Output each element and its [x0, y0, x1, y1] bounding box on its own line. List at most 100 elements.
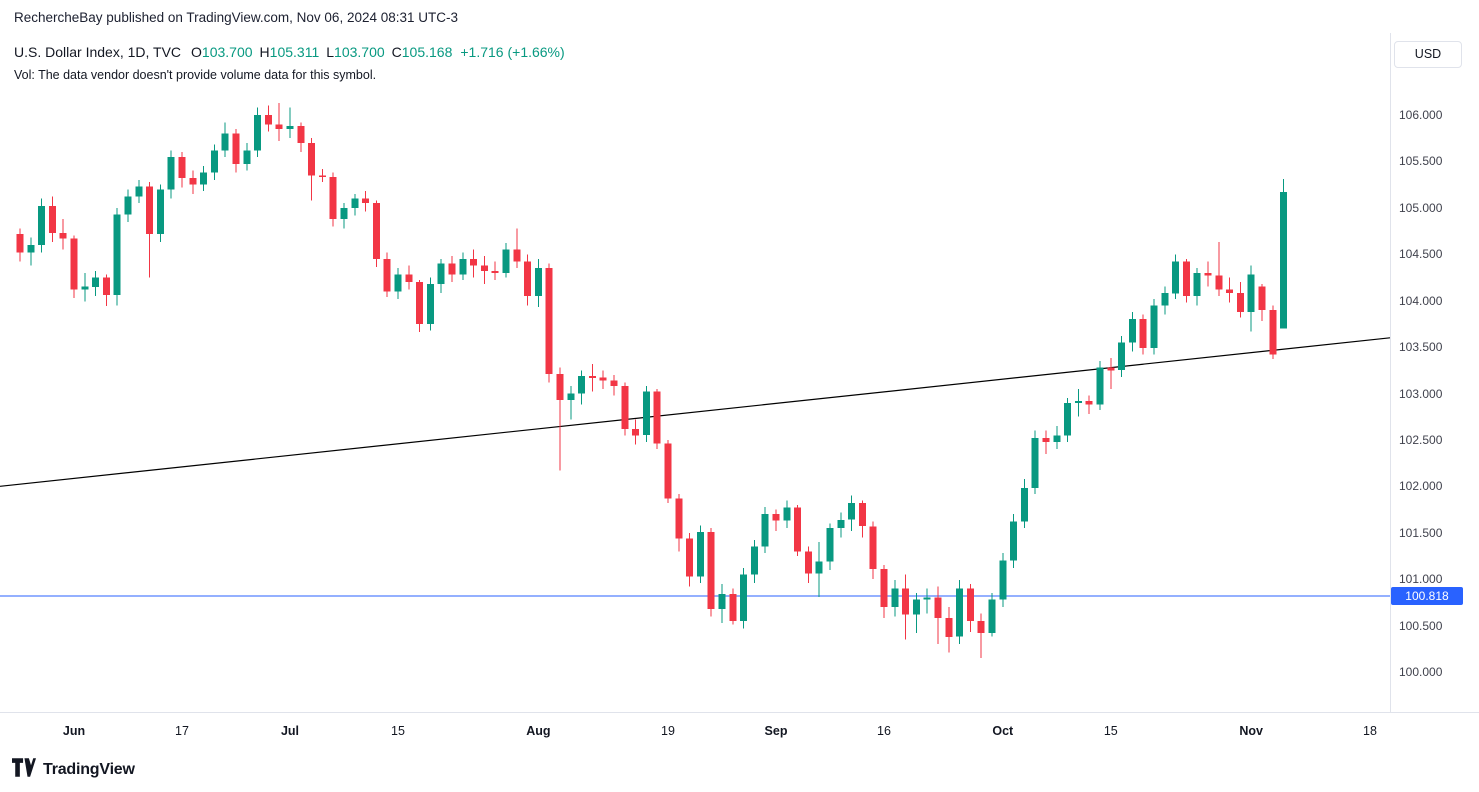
candle	[729, 594, 737, 621]
time-axis[interactable]: Jun 17 Jul 15 Aug 19 Sep 16 Oct 15 Nov 18	[0, 712, 1479, 747]
candle	[804, 551, 812, 574]
candle	[707, 531, 715, 609]
candle	[416, 282, 424, 324]
candle	[1247, 274, 1255, 312]
candle	[27, 245, 35, 253]
candle	[1042, 438, 1050, 442]
candle	[696, 531, 704, 577]
candle	[761, 514, 769, 547]
candle	[1096, 367, 1104, 405]
candle	[318, 175, 326, 178]
candlestick-chart[interactable]	[0, 33, 1390, 712]
candle	[426, 284, 434, 324]
candle	[1150, 305, 1158, 348]
candle	[988, 599, 996, 633]
candle	[1215, 275, 1223, 290]
chart-area: U.S. Dollar Index, 1D, TVC O103.700 H105.3…	[0, 33, 1479, 747]
candle	[934, 597, 942, 619]
currency-button[interactable]: USD	[1394, 41, 1462, 68]
price-line-value-badge: 100.818	[1391, 587, 1463, 606]
tradingview-attribution[interactable]: TradingView	[12, 758, 135, 782]
candle	[16, 233, 24, 253]
candle	[815, 561, 823, 574]
candle	[588, 375, 596, 378]
candle	[470, 258, 478, 266]
candle	[491, 271, 499, 273]
time-axis-label: 18	[1363, 724, 1377, 738]
candle	[599, 377, 607, 381]
tradingview-logo	[12, 758, 36, 782]
candle	[1236, 293, 1244, 312]
price-axis[interactable]: USD 100.818 106.000 105.500 105.000 104.500…	[1390, 33, 1479, 712]
price-axis-label: 102.500	[1399, 432, 1443, 447]
candle	[286, 126, 294, 129]
price-axis-label: 100.000	[1399, 665, 1443, 679]
candle	[578, 375, 586, 394]
candle	[1085, 400, 1093, 405]
candle	[1161, 293, 1169, 306]
published-line: RechercheBay published on TradingView.co…	[14, 10, 459, 25]
time-axis-label: Sep	[764, 724, 788, 738]
candle	[1182, 261, 1190, 296]
candle	[718, 594, 726, 609]
candle	[999, 560, 1007, 600]
candle	[945, 618, 953, 637]
tradingview-wordmark: TradingView	[43, 761, 135, 778]
candle	[394, 274, 402, 292]
candle	[502, 249, 510, 273]
candle	[81, 286, 89, 290]
candle	[102, 277, 110, 296]
candle	[178, 156, 186, 179]
candle	[1280, 192, 1288, 329]
candle	[1193, 272, 1201, 296]
candle	[923, 597, 931, 600]
price-axis-label: 106.000	[1399, 108, 1443, 122]
time-axis-label: 15	[1103, 724, 1118, 738]
price-axis-label: 101.500	[1399, 525, 1443, 540]
candle	[1226, 289, 1234, 294]
candle	[372, 203, 380, 259]
candle	[740, 574, 748, 621]
candle	[1031, 438, 1039, 489]
price-axis-label: 101.000	[1399, 572, 1443, 587]
candle	[200, 172, 208, 185]
price-axis-label: 103.500	[1399, 340, 1443, 355]
candle	[437, 263, 445, 284]
time-axis-label: 16	[877, 724, 891, 738]
time-axis-label: 19	[661, 724, 675, 738]
price-axis-label: 104.000	[1399, 293, 1443, 308]
candle	[146, 186, 154, 234]
candle	[156, 189, 164, 234]
candle	[448, 263, 456, 275]
candle	[1010, 521, 1018, 561]
candle	[48, 206, 56, 233]
candle	[956, 588, 964, 637]
candle	[642, 391, 650, 436]
price-axis-label: 105.000	[1399, 200, 1443, 215]
candle	[567, 393, 575, 400]
price-axis-label: 103.000	[1399, 386, 1443, 401]
candle	[772, 514, 780, 521]
candle	[848, 503, 856, 520]
candle	[837, 519, 845, 529]
candle	[912, 599, 920, 615]
candle	[383, 258, 391, 292]
price-axis-label: 100.500	[1399, 618, 1443, 633]
price-axis-label: 105.500	[1399, 154, 1443, 169]
candle	[1139, 319, 1147, 348]
candle	[513, 249, 521, 262]
candle	[545, 268, 553, 374]
candle	[1064, 402, 1072, 436]
candle	[653, 391, 661, 444]
candle	[405, 274, 413, 283]
candle	[1269, 309, 1277, 355]
candle	[113, 214, 121, 296]
candle	[1172, 261, 1180, 294]
candle	[858, 503, 866, 527]
candle	[92, 277, 100, 287]
candle	[264, 115, 272, 125]
candle	[329, 177, 337, 219]
candle	[610, 380, 618, 387]
candle	[297, 126, 305, 143]
candle	[675, 498, 683, 539]
